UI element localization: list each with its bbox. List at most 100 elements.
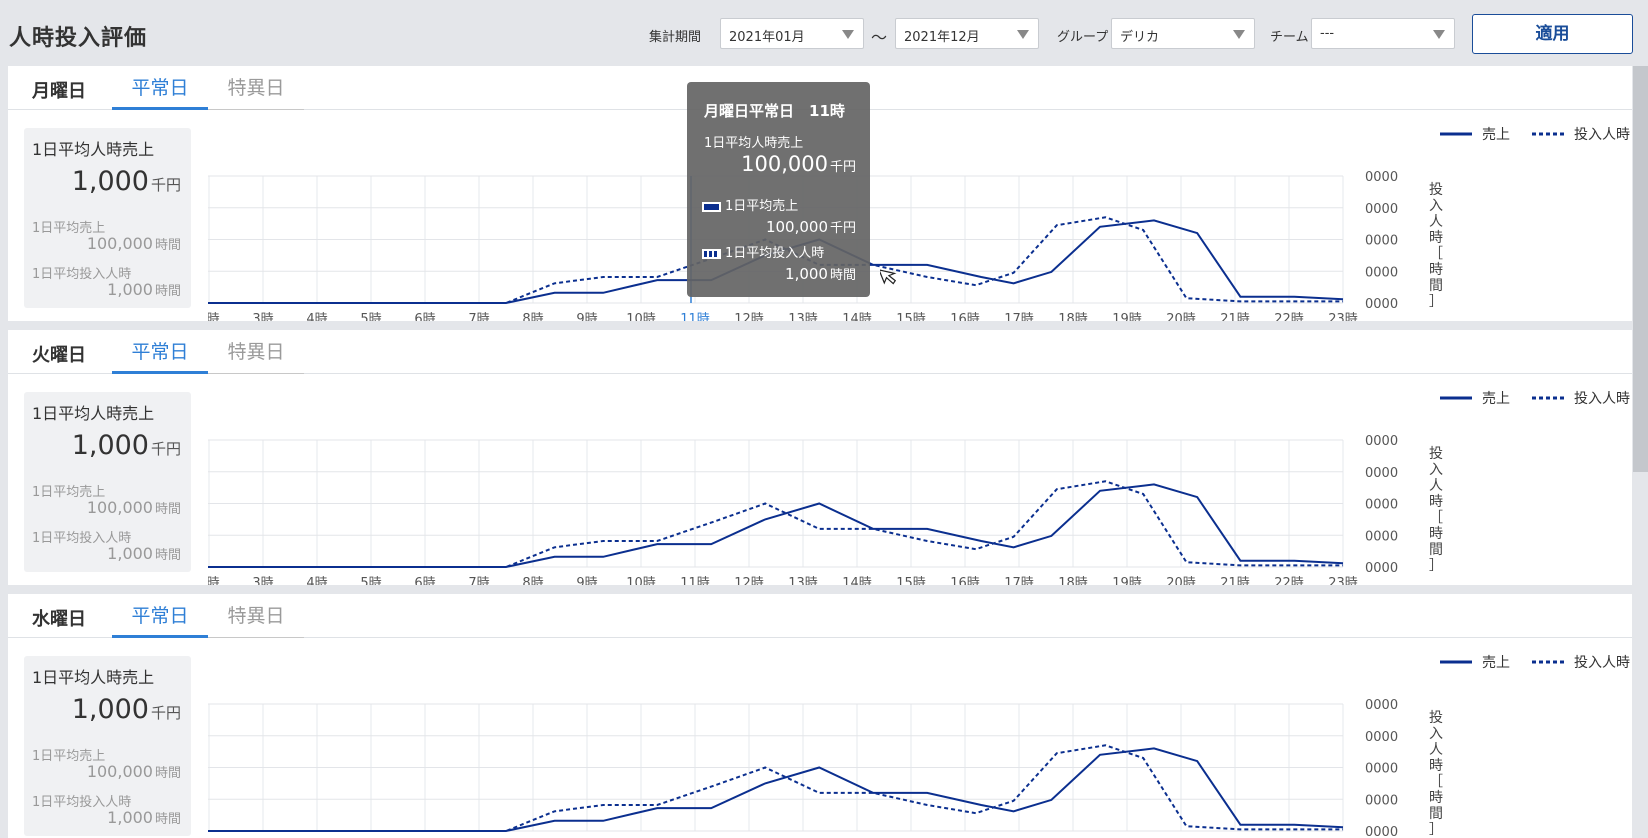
line-chart[interactable]: 0000000000000000000000000000000000000000… (208, 374, 1632, 585)
stat-title: 1日平均人時売上 (32, 668, 155, 687)
legend-label: 売上 (1482, 655, 1510, 671)
y-tick-label-right: 0000 (1365, 434, 1398, 449)
stat-value: 1,000 千円 (72, 166, 181, 197)
stat-value: 1,000 千円 (72, 694, 181, 725)
x-tick-label: 19時 (1112, 576, 1142, 585)
y-axis-title-right: ］ (1429, 822, 1443, 838)
line-chart[interactable]: 0000000000000000000000000000000000000000… (208, 110, 1632, 321)
hours-label: 1日平均投入人時 (32, 531, 132, 546)
team-label: チーム (1270, 30, 1309, 45)
x-tick-label: 3時 (252, 312, 273, 321)
hours-label: 1日平均投入人時 (32, 795, 132, 810)
page-title: 人時投入評価 (9, 26, 148, 51)
hours-number: 1,000 (107, 544, 153, 563)
stat-unit: 千円 (150, 176, 181, 194)
scrollbar-thumb[interactable] (1633, 66, 1648, 472)
y-tick-label-right: 0000 (1365, 498, 1398, 513)
x-tick-label: 8時 (522, 576, 543, 585)
x-tick-label: 13時 (788, 312, 818, 321)
x-tick-label: 12時 (734, 312, 764, 321)
y-axis-title-right: 間 (1429, 542, 1443, 558)
tooltip-number: 100,000 (741, 152, 828, 176)
sales-unit: 時間 (154, 502, 181, 517)
y-axis-title-right: 人 (1429, 478, 1443, 494)
legend-label: 投入人時 (1574, 391, 1630, 407)
chevron-down-icon (842, 30, 854, 39)
tab-special-day[interactable]: 特異日 (208, 66, 304, 110)
y-axis-title-right: 時 (1429, 262, 1443, 278)
x-tick-label: 21時 (1220, 312, 1250, 321)
period-label: 集計期間 (649, 30, 702, 45)
tab-normal-day[interactable]: 平常日 (112, 594, 208, 638)
day-label: 水曜日 (32, 609, 86, 630)
tab-bar: 火曜日 平常日 特異日 (8, 330, 1632, 374)
y-axis-title-right: 入 (1429, 462, 1443, 478)
hours-number: 1,000 (107, 808, 153, 827)
y-tick-label-right: 0000 (1365, 170, 1398, 185)
chevron-down-icon (1433, 30, 1445, 39)
sales-number: 100,000 (86, 234, 153, 253)
tab-normal-day[interactable]: 平常日 (112, 66, 208, 110)
y-axis-title-right: 投 (1429, 182, 1443, 198)
line-chart[interactable]: 0000000000000000000000000000000000000000… (208, 638, 1632, 838)
sales-number: 100,000 (86, 498, 153, 517)
x-tick-label: 15時 (896, 576, 926, 585)
tooltip-unit: 千円 (829, 160, 856, 175)
sales-label: 1日平均売上 (32, 749, 106, 764)
x-tick-label: 4時 (306, 576, 327, 585)
stat-number: 1,000 (71, 694, 149, 725)
tooltip-row-hours: 1日平均投入人時 (702, 242, 824, 261)
tooltip-row-value: 100,000 千円 (766, 217, 856, 236)
tooltip-unit: 時間 (829, 268, 856, 283)
stat-unit: 千円 (150, 440, 181, 458)
hours-label: 1日平均投入人時 (32, 267, 132, 282)
series-line-hours (208, 744, 1343, 832)
x-tick-label: 7時 (468, 312, 489, 321)
day-panel-wednesday: 水曜日 平常日 特異日 1日平均人時売上 1,000 千円 1日平均売上 100,… (8, 594, 1632, 838)
x-tick-label: 6時 (414, 312, 435, 321)
group-select[interactable]: デリカ (1111, 18, 1255, 49)
tooltip-row-label: 1日平均売上 (725, 199, 799, 214)
day-label: 火曜日 (32, 345, 86, 366)
x-tick-label: 10時 (626, 312, 656, 321)
x-tick-label: 6時 (414, 576, 435, 585)
y-axis-title-right: 間 (1429, 278, 1443, 294)
x-tick-label: 4時 (306, 312, 327, 321)
tab-special-day[interactable]: 特異日 (208, 330, 304, 374)
legend-label: 投入人時 (1574, 127, 1630, 143)
x-tick-label: 5時 (360, 312, 381, 321)
x-tick-label: 20時 (1166, 312, 1196, 321)
hours-value: 1,000 時間 (107, 280, 181, 299)
x-tick-label: 16時 (950, 312, 980, 321)
x-tick-label: 17時 (1004, 576, 1034, 585)
day-label: 月曜日 (32, 81, 86, 102)
sales-value: 100,000 時間 (87, 762, 181, 781)
group-value: デリカ (1120, 30, 1160, 45)
x-tick-label: 7時 (468, 576, 489, 585)
stat-card: 1日平均人時売上 1,000 千円 1日平均売上 100,000 時間 1日平均投入… (24, 128, 191, 308)
y-tick-label-right: 0000 (1365, 234, 1398, 249)
dotted-line-swatch-icon (702, 248, 721, 259)
sales-label: 1日平均売上 (32, 485, 106, 500)
y-axis-title-right: 時 (1429, 494, 1443, 510)
team-select[interactable]: --- (1311, 18, 1455, 49)
stat-unit: 千円 (150, 704, 181, 722)
tab-special-day[interactable]: 特異日 (208, 594, 304, 638)
team-value: --- (1320, 26, 1335, 41)
x-tick-label: 16時 (950, 576, 980, 585)
y-tick-label-right: 0000 (1365, 793, 1398, 808)
tooltip-unit: 千円 (829, 221, 856, 236)
apply-button[interactable]: 適用 (1472, 14, 1633, 54)
x-tick-label: 13時 (788, 576, 818, 585)
day-panel-tuesday: 火曜日 平常日 特異日 1日平均人時売上 1,000 千円 1日平均売上 100,… (8, 330, 1632, 585)
tab-normal-day[interactable]: 平常日 (112, 330, 208, 374)
y-tick-label-right: 0000 (1365, 529, 1398, 544)
y-tick-label-right: 0000 (1365, 730, 1398, 745)
period-to-select[interactable]: 2021年12月 (895, 18, 1039, 49)
y-axis-title-right: 入 (1429, 198, 1443, 214)
y-axis-title-right: ］ (1429, 558, 1443, 574)
tab-divider (8, 637, 1632, 638)
x-tick-label: 9時 (576, 576, 597, 585)
period-from-select[interactable]: 2021年01月 (720, 18, 864, 49)
tooltip-label: 1日平均人時売上 (704, 136, 804, 151)
